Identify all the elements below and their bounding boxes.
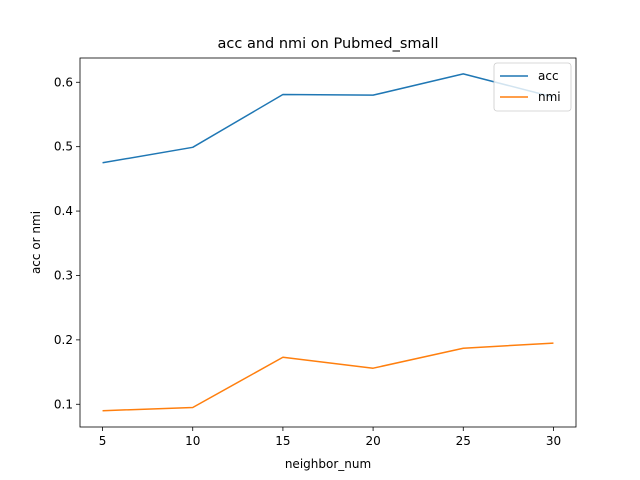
x-tick-label: 15 (275, 434, 290, 448)
legend-box (493, 62, 572, 112)
x-tick-label: 25 (456, 434, 471, 448)
legend: acc nmi (493, 62, 572, 112)
y-tick-label: 0.2 (54, 333, 73, 347)
y-tick-label: 0.1 (54, 397, 73, 411)
plot-area (79, 57, 577, 428)
x-axis: 5 10 15 20 25 30 (99, 427, 561, 448)
x-tick-label: 5 (99, 434, 107, 448)
series-lines (102, 73, 554, 412)
series-line-nmi (102, 342, 554, 412)
y-axis-label: acc or nmi (29, 211, 43, 274)
legend-label-nmi: nmi (538, 90, 561, 104)
x-tick-label: 10 (185, 434, 200, 448)
y-axis: 0.1 0.2 0.3 0.4 0.5 0.6 (54, 75, 80, 411)
y-tick-label: 0.4 (54, 204, 73, 218)
x-tick-label: 20 (365, 434, 380, 448)
x-axis-label: neighbor_num (285, 457, 371, 471)
y-tick-label: 0.3 (54, 268, 73, 282)
x-tick-label: 30 (546, 434, 561, 448)
y-tick-label: 0.5 (54, 140, 73, 154)
y-tick-label: 0.6 (54, 75, 73, 89)
chart-title: acc and nmi on Pubmed_small (218, 36, 439, 52)
legend-label-acc: acc (538, 69, 559, 83)
series-line-acc (102, 73, 554, 164)
